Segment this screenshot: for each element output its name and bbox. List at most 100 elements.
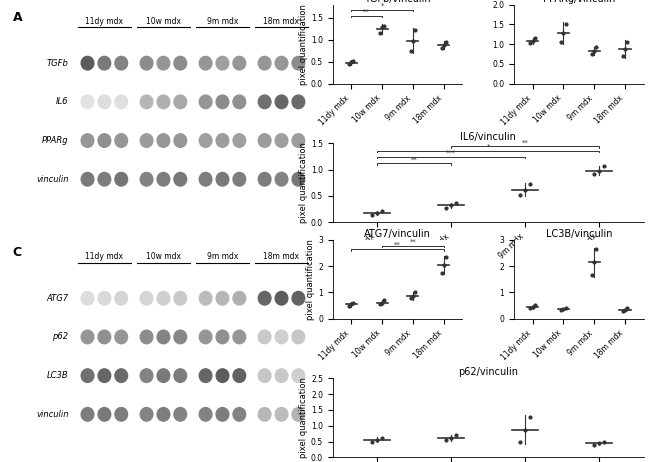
Ellipse shape bbox=[115, 134, 127, 147]
Ellipse shape bbox=[157, 56, 170, 70]
Point bbox=[406, 295, 416, 302]
Text: 11dy mdx: 11dy mdx bbox=[85, 18, 124, 26]
Ellipse shape bbox=[115, 95, 127, 109]
Text: 18m mdx: 18m mdx bbox=[263, 252, 300, 261]
Point bbox=[594, 167, 604, 174]
Ellipse shape bbox=[216, 95, 229, 109]
Ellipse shape bbox=[275, 56, 288, 70]
Ellipse shape bbox=[140, 369, 153, 383]
Ellipse shape bbox=[98, 407, 110, 421]
Point bbox=[408, 37, 418, 44]
Point bbox=[556, 38, 566, 46]
Ellipse shape bbox=[174, 369, 187, 383]
Text: 9m mdx: 9m mdx bbox=[207, 252, 238, 261]
Point bbox=[599, 438, 610, 445]
Ellipse shape bbox=[98, 95, 110, 109]
Point bbox=[527, 37, 538, 45]
Point bbox=[558, 30, 569, 37]
Text: C: C bbox=[13, 246, 22, 259]
Ellipse shape bbox=[115, 330, 127, 344]
Text: *: * bbox=[486, 144, 490, 150]
Point bbox=[620, 306, 630, 313]
Text: A: A bbox=[13, 11, 22, 24]
Ellipse shape bbox=[115, 407, 127, 421]
Point bbox=[589, 441, 599, 449]
Point bbox=[622, 38, 632, 46]
Ellipse shape bbox=[98, 369, 110, 383]
Point bbox=[515, 438, 525, 446]
Point bbox=[525, 181, 536, 188]
Ellipse shape bbox=[98, 134, 110, 147]
Ellipse shape bbox=[157, 369, 170, 383]
Ellipse shape bbox=[258, 134, 271, 147]
Point bbox=[441, 38, 451, 46]
Ellipse shape bbox=[233, 369, 246, 383]
Text: **: ** bbox=[363, 9, 370, 15]
Text: 9m mdx: 9m mdx bbox=[207, 18, 238, 26]
Text: PPARg: PPARg bbox=[42, 136, 69, 145]
Point bbox=[591, 44, 601, 51]
Title: LC3B/vinculin: LC3B/vinculin bbox=[545, 229, 612, 239]
Point bbox=[560, 20, 571, 27]
Point bbox=[436, 44, 447, 51]
Point bbox=[367, 438, 377, 445]
Point bbox=[560, 304, 571, 311]
Point bbox=[527, 303, 538, 310]
Ellipse shape bbox=[258, 56, 271, 70]
Text: TGFb: TGFb bbox=[47, 59, 69, 67]
Ellipse shape bbox=[258, 292, 271, 305]
Title: PPARg/vinculin: PPARg/vinculin bbox=[543, 0, 615, 4]
Text: *: * bbox=[380, 3, 384, 9]
Ellipse shape bbox=[200, 95, 212, 109]
Point bbox=[587, 272, 597, 279]
Ellipse shape bbox=[200, 56, 212, 70]
Ellipse shape bbox=[81, 407, 94, 421]
Ellipse shape bbox=[200, 407, 212, 421]
Ellipse shape bbox=[258, 95, 271, 109]
Ellipse shape bbox=[233, 330, 246, 344]
Point bbox=[589, 48, 599, 55]
Ellipse shape bbox=[174, 330, 187, 344]
Point bbox=[587, 50, 597, 57]
Text: 18m mdx: 18m mdx bbox=[263, 18, 300, 26]
Point bbox=[441, 204, 451, 211]
Ellipse shape bbox=[233, 95, 246, 109]
Point bbox=[379, 297, 389, 304]
Y-axis label: pixel quantification: pixel quantification bbox=[306, 239, 315, 320]
Ellipse shape bbox=[275, 292, 288, 305]
Ellipse shape bbox=[200, 134, 212, 147]
Ellipse shape bbox=[292, 134, 305, 147]
Point bbox=[446, 202, 456, 209]
Ellipse shape bbox=[98, 56, 110, 70]
Point bbox=[375, 300, 385, 308]
Ellipse shape bbox=[292, 172, 305, 186]
Ellipse shape bbox=[292, 292, 305, 305]
Ellipse shape bbox=[157, 172, 170, 186]
Text: p62: p62 bbox=[53, 333, 69, 341]
Point bbox=[556, 306, 566, 314]
Ellipse shape bbox=[233, 407, 246, 421]
Ellipse shape bbox=[157, 292, 170, 305]
Ellipse shape bbox=[216, 330, 229, 344]
Point bbox=[558, 305, 569, 312]
Ellipse shape bbox=[292, 95, 305, 109]
Ellipse shape bbox=[174, 292, 187, 305]
Ellipse shape bbox=[140, 95, 153, 109]
Text: LC3B: LC3B bbox=[47, 371, 69, 380]
Ellipse shape bbox=[216, 134, 229, 147]
Point bbox=[594, 439, 604, 447]
Point bbox=[589, 258, 599, 266]
Point bbox=[589, 170, 599, 177]
Ellipse shape bbox=[275, 95, 288, 109]
Ellipse shape bbox=[140, 134, 153, 147]
Point bbox=[451, 432, 462, 439]
Point bbox=[436, 269, 447, 276]
Point bbox=[446, 434, 456, 442]
Ellipse shape bbox=[292, 407, 305, 421]
Text: **: ** bbox=[410, 239, 416, 245]
Ellipse shape bbox=[216, 407, 229, 421]
Y-axis label: pixel quantification: pixel quantification bbox=[299, 4, 308, 85]
Text: vinculin: vinculin bbox=[36, 175, 69, 184]
Ellipse shape bbox=[216, 292, 229, 305]
Ellipse shape bbox=[216, 56, 229, 70]
